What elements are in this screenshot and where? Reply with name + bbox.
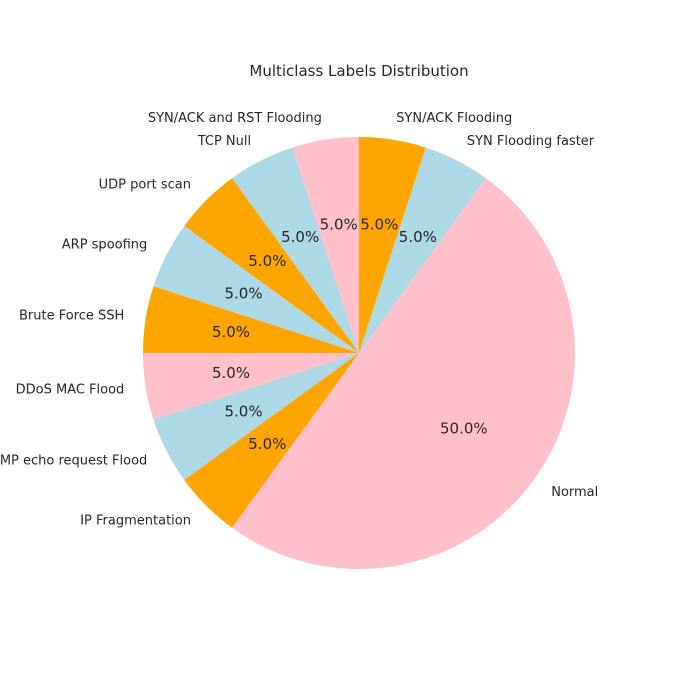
slice-percent-ddos-mac-flood: 5.0% [212,364,250,382]
pie-slice-syn-flooding-faster [359,147,486,353]
pie-slice-tcp-null [232,147,359,353]
slice-percent-tcp-null: 5.0% [281,228,319,246]
pie-slice-ip-fragmentation [184,353,359,528]
pie-slice-normal [232,178,576,570]
slice-label-syn-flooding-faster: SYN Flooding faster [467,134,595,149]
slice-percent-syn-ack-and-rst-flooding: 5.0% [320,215,358,233]
pie-slice-ddos-mac-flood [143,353,359,420]
pie-slice-udp-port-scan [184,178,359,353]
chart-title: Multiclass Labels Distribution [249,62,468,80]
slice-label-normal: Normal [551,485,598,500]
pie-slice-arp-spoofing [153,226,359,353]
slice-percent-icmp-echo-request-flood: 5.0% [224,402,262,420]
slice-label-icmp-echo-request-flood: ICMP echo request Flood [0,453,147,468]
slice-percent-syn-ack-flooding: 5.0% [360,215,398,233]
slice-label-ddos-mac-flood: DDoS MAC Flood [16,383,125,398]
pie-slice-icmp-echo-request-flood [153,353,359,480]
slice-label-udp-port-scan: UDP port scan [99,177,191,192]
slice-percent-brute-force-ssh: 5.0% [212,323,250,341]
pie-labels: SYN/ACK and RST Flooding TCP Null UDP port… [0,111,598,529]
slice-label-syn-ack-and-rst-flooding: SYN/ACK and RST Flooding [148,111,322,126]
slice-label-syn-ack-flooding: SYN/ACK Flooding [396,111,512,126]
slice-percent-syn-flooding-faster: 5.0% [399,228,437,246]
slice-percent-normal: 50.0% [440,420,488,438]
pie-percent-labels: 5.0%5.0%5.0%5.0%5.0%5.0%5.0%5.0%50.0%5.0… [212,215,488,453]
slice-label-ip-fragmentation: IP Fragmentation [80,514,191,529]
slice-label-tcp-null: TCP Null [197,134,251,149]
pie-slice-syn-ack-and-rst-flooding [292,137,359,353]
pie-slice-syn-ack-flooding [359,137,426,353]
slice-percent-udp-port-scan: 5.0% [248,252,286,270]
pie-slice-brute-force-ssh [143,286,359,353]
slice-label-arp-spoofing: ARP spoofing [62,238,148,253]
pie-slices [143,137,576,570]
slice-percent-ip-fragmentation: 5.0% [248,435,286,453]
slice-percent-arp-spoofing: 5.0% [224,285,262,303]
slice-label-brute-force-ssh: Brute Force SSH [19,308,124,323]
